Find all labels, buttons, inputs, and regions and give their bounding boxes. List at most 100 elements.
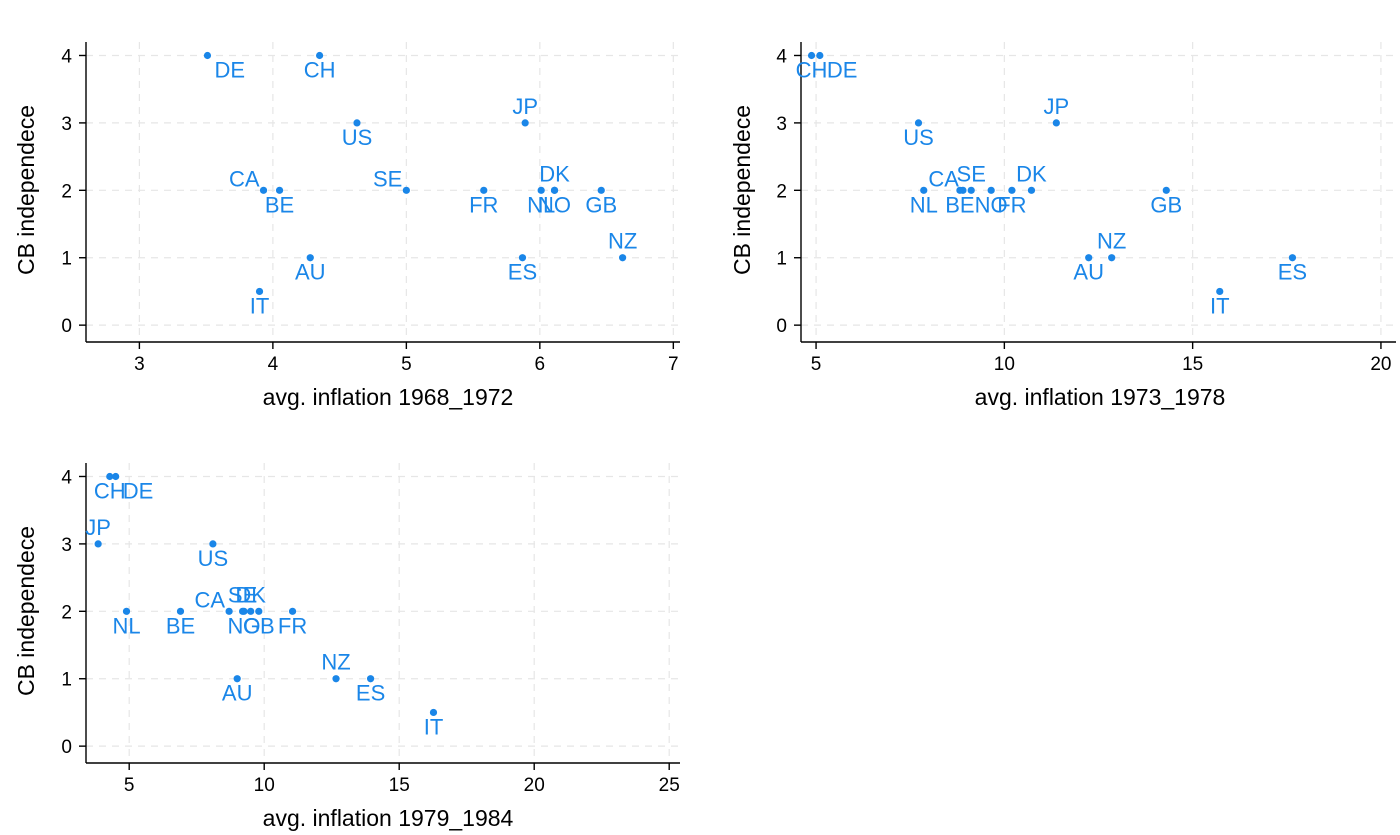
y-tick-label: 3 (61, 535, 72, 556)
y-axis-title: CB independece (13, 105, 39, 275)
x-tick-label: 20 (524, 775, 545, 796)
data-point-es (366, 675, 375, 683)
point-label-de: DE (214, 57, 245, 82)
point-label-it: IT (424, 714, 444, 739)
data-point-nl (537, 186, 545, 194)
data-point-nz (619, 254, 627, 262)
x-axis-title: avg. inflation 1979_1984 (263, 805, 514, 831)
scatter-panel-1: 3 4 5 6 7 0 1 2 3 4 avg. inflation 1968_1972 CB ind… (13, 42, 680, 410)
data-point-gb (1162, 186, 1170, 194)
data-point-de (816, 51, 824, 60)
data-point-ch (106, 472, 114, 481)
point-label-fr: FR (997, 192, 1026, 217)
point-label-es: ES (1278, 260, 1307, 285)
data-point-nz (332, 675, 340, 683)
y-tick-label: 0 (776, 316, 787, 337)
point-label-nl: NL (910, 192, 938, 217)
point-label-fr: FR (278, 613, 307, 638)
data-point-de (203, 51, 212, 60)
data-point-ca (225, 607, 233, 615)
x-tick-label: 3 (134, 354, 145, 375)
x-axis-title: avg. inflation 1973_1978 (975, 384, 1226, 410)
point-label-gb: GB (1150, 192, 1182, 217)
point-label-nl: NL (112, 613, 140, 638)
x-tick-label: 20 (1370, 354, 1391, 375)
x-tick-label: 5 (124, 775, 135, 796)
data-point-nl (122, 607, 131, 615)
point-label-nz: NZ (608, 229, 637, 254)
data-point-es (1288, 254, 1297, 262)
point-label-ca: CA (928, 166, 959, 191)
data-point-fr (480, 186, 488, 194)
y-tick-label: 2 (776, 181, 787, 202)
data-point-es (518, 254, 527, 262)
point-label-jp: JP (1043, 94, 1069, 119)
point-label-nl: NL (527, 192, 555, 217)
data-point-jp (94, 540, 102, 548)
data-point-jp (1052, 119, 1060, 127)
data-point-us (209, 540, 217, 548)
point-label-se: SE (957, 161, 986, 186)
point-label-au: AU (222, 681, 253, 706)
point-label-es: ES (356, 681, 385, 706)
point-label-us: US (198, 546, 229, 571)
x-tick-label: 5 (811, 354, 822, 375)
point-label-se: SE (228, 582, 257, 607)
data-point-it (255, 287, 264, 296)
point-label-be: BE (265, 192, 294, 217)
x-axis-title: avg. inflation 1968_1972 (263, 384, 514, 410)
point-label-jp: JP (85, 515, 111, 540)
data-point-au (233, 675, 241, 683)
data-point-jp (521, 119, 529, 127)
x-tick-label: 4 (268, 354, 279, 375)
data-point-ca (259, 186, 268, 194)
y-tick-label: 4 (61, 46, 72, 67)
data-point-be (275, 186, 284, 194)
point-label-au: AU (295, 260, 326, 285)
point-label-it: IT (250, 293, 270, 318)
data-point-dk (247, 607, 255, 615)
x-tick-label: 7 (668, 354, 679, 375)
x-tick-label: 10 (994, 354, 1015, 375)
data-point-fr (1008, 186, 1016, 194)
data-point-au (306, 254, 314, 262)
data-point-au (1085, 254, 1093, 262)
data-point-fr (288, 607, 297, 615)
scatter-panel-3: 5 10 15 20 25 0 1 2 3 4 avg. inflation 1979_1984 CB… (13, 463, 680, 831)
point-label-fr: FR (469, 192, 498, 217)
point-label-it: IT (1210, 293, 1230, 318)
y-tick-label: 4 (61, 467, 72, 488)
data-point-nl (920, 186, 928, 194)
point-label-nz: NZ (1097, 229, 1126, 254)
data-point-be (176, 607, 185, 615)
y-tick-label: 0 (61, 316, 72, 337)
data-point-no (987, 186, 995, 194)
x-tick-label: 6 (535, 354, 546, 375)
y-tick-label: 2 (61, 181, 72, 202)
y-axis-title: CB independece (729, 105, 755, 275)
data-point-gb (597, 186, 605, 194)
y-tick-label: 1 (776, 249, 787, 270)
data-point-no (240, 607, 248, 615)
data-point-se (402, 186, 410, 194)
scatter-panel-2: 5 10 15 20 0 1 2 3 4 avg. inflation 1973_1978 CB i… (729, 42, 1396, 410)
data-point-it (429, 708, 438, 717)
point-label-jp: JP (512, 94, 538, 119)
point-label-no: NO (538, 192, 571, 217)
point-label-nz: NZ (321, 650, 350, 675)
point-label-de: DE (827, 57, 858, 82)
x-tick-label: 10 (254, 775, 275, 796)
point-label-no: NO (227, 613, 260, 638)
point-label-se: SE (373, 166, 402, 191)
data-point-nz (1108, 254, 1116, 262)
y-tick-label: 3 (61, 114, 72, 135)
point-label-au: AU (1073, 260, 1104, 285)
data-point-it (1216, 287, 1224, 296)
point-label-dk: DK (235, 582, 266, 607)
x-tick-label: 5 (401, 354, 412, 375)
point-label-ca: CA (229, 166, 260, 191)
point-label-ch: CH (304, 57, 336, 82)
data-point-gb (255, 607, 263, 615)
x-tick-label: 25 (659, 775, 680, 796)
y-tick-label: 2 (61, 602, 72, 623)
